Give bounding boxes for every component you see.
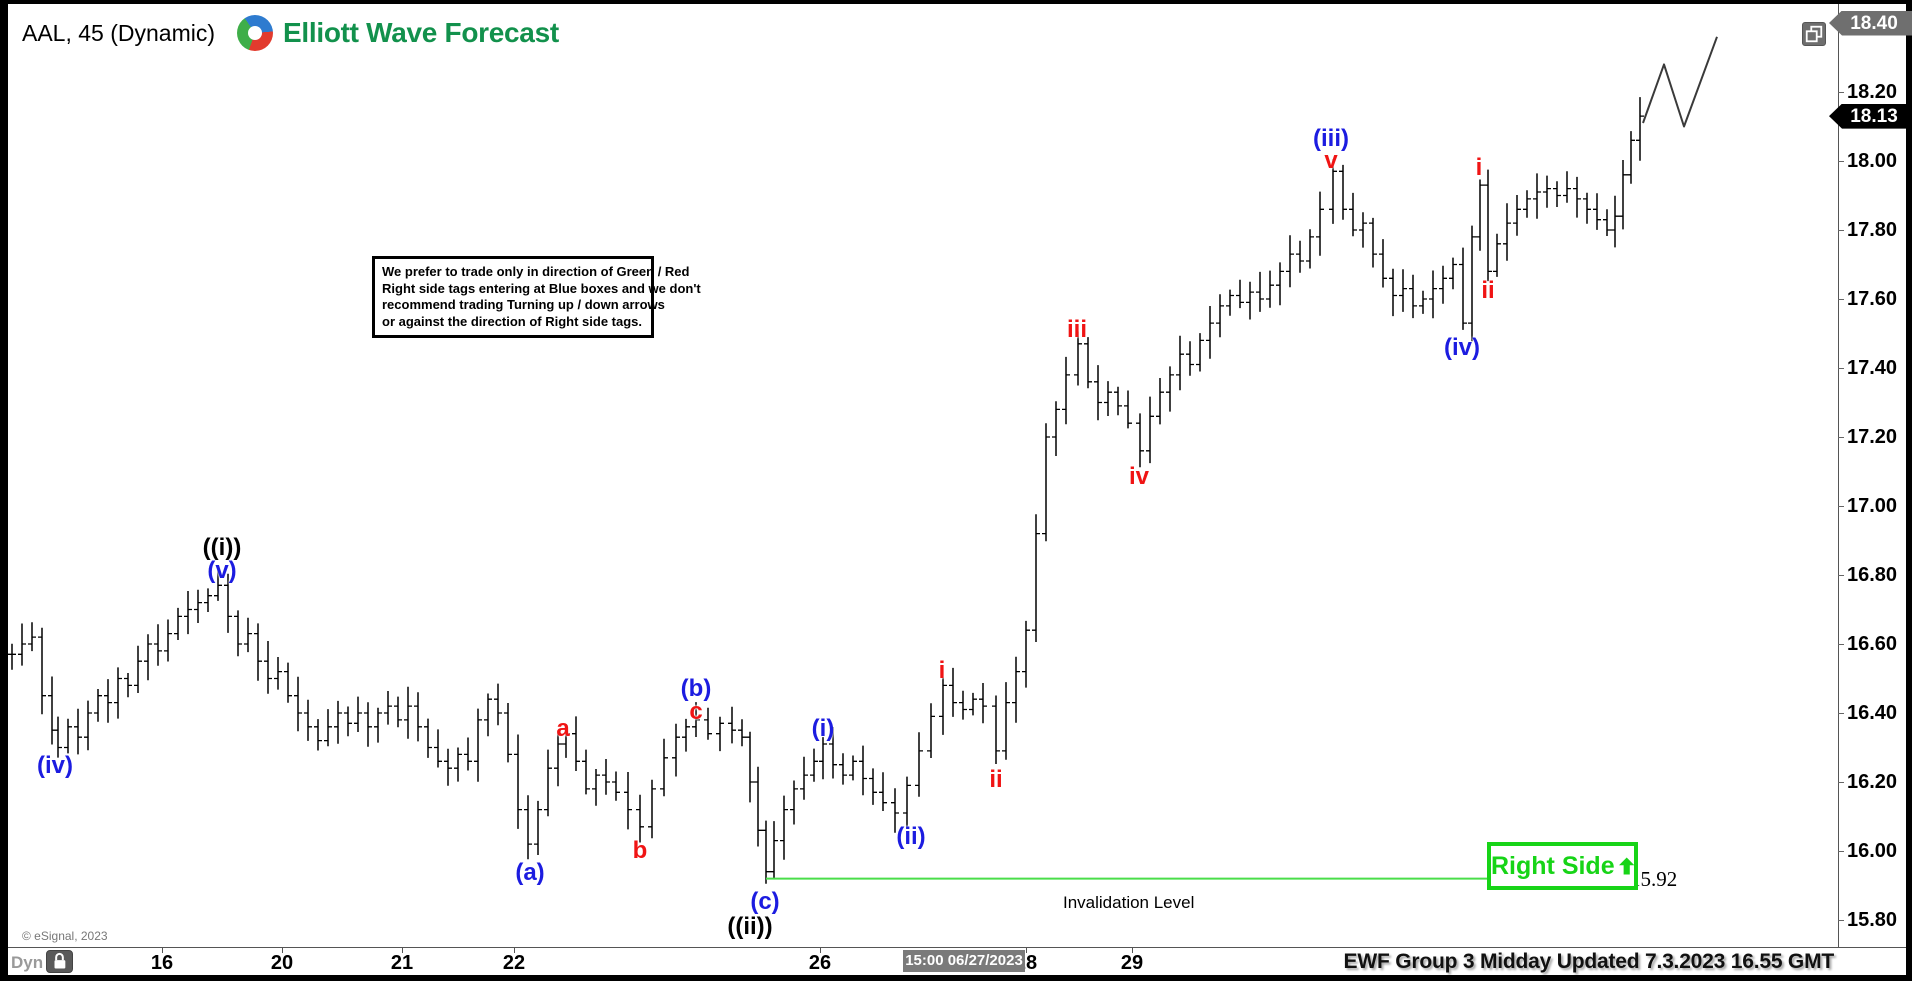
wave-label: ii <box>989 766 1003 793</box>
x-tick-mark <box>514 948 515 953</box>
dynamic-mode-label: Dyn <box>11 953 44 972</box>
price-axis[interactable]: 18.40 18.13 18.20 18.00 17.80 17.60 17.40 17.… <box>1829 4 1912 947</box>
crosshair-time-badge: 15:00 06/27/2023 <box>903 950 1025 972</box>
disclaimer-box: We prefer to trade only in direction of … <box>372 256 701 338</box>
y-tick-label: 18.20 <box>1847 81 1898 103</box>
y-tick-mark <box>1838 643 1844 645</box>
up-arrow-icon <box>1618 857 1634 875</box>
x-tick-mark <box>1026 948 1027 953</box>
ohlc-open-close-ticks <box>8 115 1644 873</box>
chart-header: AAL, 45 (Dynamic) Elliott Wave Forecast <box>22 12 559 54</box>
wave-label: (a) <box>515 859 545 886</box>
y-tick-mark <box>1838 781 1844 783</box>
time-axis[interactable]: Dyn 15:00 06/27/2023 16 20 21 22 26 28 29 <box>8 948 1906 975</box>
y-tick-mark <box>1838 160 1844 162</box>
wave-label: iii <box>1066 316 1088 343</box>
copyright-note: © eSignal, 2023 <box>22 929 108 943</box>
invalidation-level-label: Invalidation Level <box>1063 893 1195 912</box>
symbol-title: AAL, 45 (Dynamic) <box>22 19 216 46</box>
brand-name: Elliott Wave Forecast <box>283 17 559 48</box>
wave-label: b <box>632 837 648 864</box>
wave-label: (c) <box>750 888 780 915</box>
y-tick-label: 16.00 <box>1847 840 1898 862</box>
x-day-label: 22 <box>502 952 526 974</box>
x-day-label: 21 <box>390 952 414 974</box>
wave-label: (i) <box>811 715 835 742</box>
x-tick-mark <box>402 948 403 953</box>
disclaimer-line: recommend trading Turning up / down arro… <box>382 297 665 312</box>
wave-label: i <box>938 657 946 684</box>
y-tick-mark <box>1838 850 1844 852</box>
wave-label: (iv) <box>1444 334 1480 361</box>
y-tick-mark <box>1838 229 1844 231</box>
price-chart[interactable] <box>8 4 1838 947</box>
x-tick-mark <box>820 948 821 953</box>
y-tick-mark <box>1838 367 1844 369</box>
wave-label: iv <box>1128 463 1150 490</box>
right-side-tag: Right Side <box>1487 842 1638 890</box>
wave-label: i <box>1475 154 1483 181</box>
x-tick-mark <box>282 948 283 953</box>
wave-label: (v) <box>207 557 237 584</box>
ohlc-bars <box>11 97 1641 884</box>
wave-label: ((i)) <box>202 534 242 561</box>
y-tick-label: 17.00 <box>1847 495 1898 517</box>
y-tick-mark <box>1838 574 1844 576</box>
y-tick-mark <box>1838 91 1844 93</box>
update-note: EWF Group 3 Midday Updated 7.3.2023 16.5… <box>1343 950 1835 973</box>
wave-label: (ii) <box>896 823 926 850</box>
y-tick-label: 16.60 <box>1847 633 1898 655</box>
y-tick-label: 15.80 <box>1847 909 1898 931</box>
x-day-label: 20 <box>270 952 294 974</box>
disclaimer-line: Right side tags entering at Blue boxes a… <box>382 280 701 296</box>
y-tick-label: 16.20 <box>1847 771 1898 793</box>
x-tick-mark <box>1132 948 1133 953</box>
x-day-label: 16 <box>150 952 174 974</box>
x-day-label: 26 <box>808 952 832 974</box>
wave-label: (b) <box>680 675 712 702</box>
y-tick-label: 17.20 <box>1847 426 1898 448</box>
wave-label: (iii) <box>1313 125 1349 152</box>
y-tick-mark <box>1838 919 1844 921</box>
wave-label: c <box>689 698 703 725</box>
target-price-badge: 18.40 <box>1829 10 1912 36</box>
y-tick-mark <box>1838 298 1844 300</box>
wave-label: v <box>1324 147 1338 174</box>
current-price-badge: 18.13 <box>1829 103 1912 129</box>
lock-icon[interactable] <box>46 950 73 973</box>
wave-label: ii <box>1481 277 1495 304</box>
restore-icon[interactable] <box>1802 22 1826 46</box>
y-tick-label: 16.40 <box>1847 702 1898 724</box>
wave-label: (iv) <box>37 752 73 779</box>
disclaimer-line: or against the direction of Right side t… <box>382 313 643 329</box>
projection-zigzag <box>1642 36 1718 128</box>
y-tick-mark <box>1838 436 1844 438</box>
chart-main-area: AAL, 45 (Dynamic) Elliott Wave Forecast … <box>8 4 1912 948</box>
wave-label: a <box>556 715 570 742</box>
y-tick-label: 17.60 <box>1847 288 1898 310</box>
wave-label: ((ii)) <box>727 913 773 940</box>
y-tick-label: 17.40 <box>1847 357 1898 379</box>
axis-separator <box>1838 4 1839 947</box>
y-tick-label: 18.00 <box>1847 150 1898 172</box>
y-tick-label: 16.80 <box>1847 564 1898 586</box>
x-day-label: 29 <box>1120 952 1144 974</box>
y-tick-mark <box>1838 712 1844 714</box>
brand-logo-icon <box>237 15 274 51</box>
y-tick-mark <box>1838 505 1844 507</box>
right-side-label: Right Side <box>1491 851 1615 880</box>
disclaimer-line: We prefer to trade only in direction of … <box>382 264 690 279</box>
y-tick-label: 17.80 <box>1847 219 1898 241</box>
x-tick-mark <box>162 948 163 953</box>
